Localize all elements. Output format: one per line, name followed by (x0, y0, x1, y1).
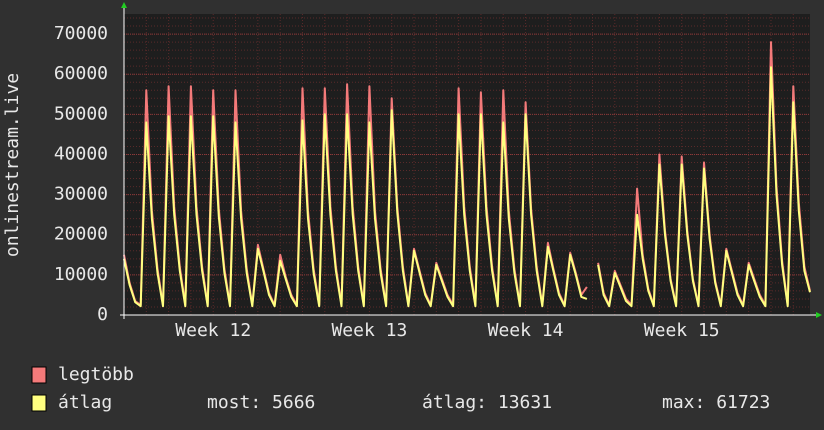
stat: max: 61723 (662, 392, 770, 413)
stat-label: max: (662, 392, 705, 413)
axis-arrow (816, 312, 822, 318)
stat-value: 61723 (716, 392, 770, 413)
legend-label: átlag (58, 392, 112, 413)
y-tick-label: 10000 (54, 264, 108, 285)
series-line (123, 66, 811, 308)
stat-value: 5666 (272, 392, 315, 413)
stat-label: most: (207, 392, 261, 413)
y-tick-label: 0 (97, 304, 108, 325)
stat-value: 13631 (498, 392, 552, 413)
stat: átlag: 13631 (422, 392, 552, 413)
y-tick-label: 60000 (54, 63, 108, 84)
x-tick-label: Week 15 (644, 320, 720, 341)
legend-swatch (31, 366, 47, 384)
x-tick-label: Week 13 (331, 320, 407, 341)
x-tick-label: Week 14 (488, 320, 564, 341)
legend-label: legtöbb (58, 364, 134, 385)
x-tick-label: Week 12 (175, 320, 251, 341)
y-axis-label: onlinestream.live (2, 73, 23, 257)
axis-arrow (121, 2, 127, 8)
y-tick-label: 30000 (54, 184, 108, 205)
y-tick-label: 50000 (54, 103, 108, 124)
y-tick-label: 70000 (54, 23, 108, 44)
plot-area (124, 14, 810, 315)
y-tick-label: 40000 (54, 143, 108, 164)
stat: most: 5666 (207, 392, 315, 413)
stat-label: átlag: (422, 392, 487, 413)
y-tick-label: 20000 (54, 224, 108, 245)
legend-swatch (31, 394, 47, 412)
